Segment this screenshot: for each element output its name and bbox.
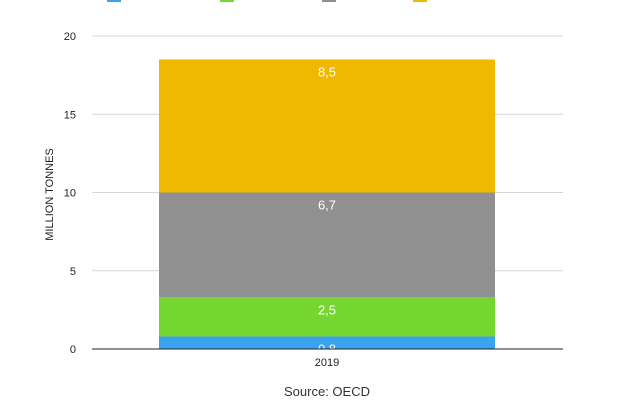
data-label: 6,7 — [318, 198, 336, 213]
data-label: 8,5 — [318, 64, 336, 79]
legend-swatch — [220, 0, 234, 2]
legend — [107, 0, 427, 2]
bar-segment — [159, 59, 495, 193]
x-axis-ticks: 2019 — [315, 357, 339, 369]
y-axis-label: MILLION TONNES — [44, 148, 56, 241]
bar-stack — [159, 59, 495, 349]
y-tick-label: 10 — [64, 188, 76, 200]
x-tick-label: 2019 — [315, 357, 339, 369]
data-label: 2,5 — [318, 302, 336, 317]
bar-segment — [159, 336, 495, 349]
source-note: Source: OECD — [284, 384, 370, 399]
bar-segment — [159, 297, 495, 337]
legend-swatch — [107, 0, 121, 2]
y-tick-label: 20 — [64, 31, 76, 43]
legend-swatch — [413, 0, 427, 2]
legend-swatch — [322, 0, 336, 2]
y-tick-label: 5 — [70, 266, 76, 278]
y-axis-ticks: 0 5 10 15 20 — [64, 31, 76, 356]
y-tick-label: 0 — [70, 344, 76, 356]
y-tick-label: 15 — [64, 109, 76, 121]
bar-segment — [159, 192, 495, 298]
